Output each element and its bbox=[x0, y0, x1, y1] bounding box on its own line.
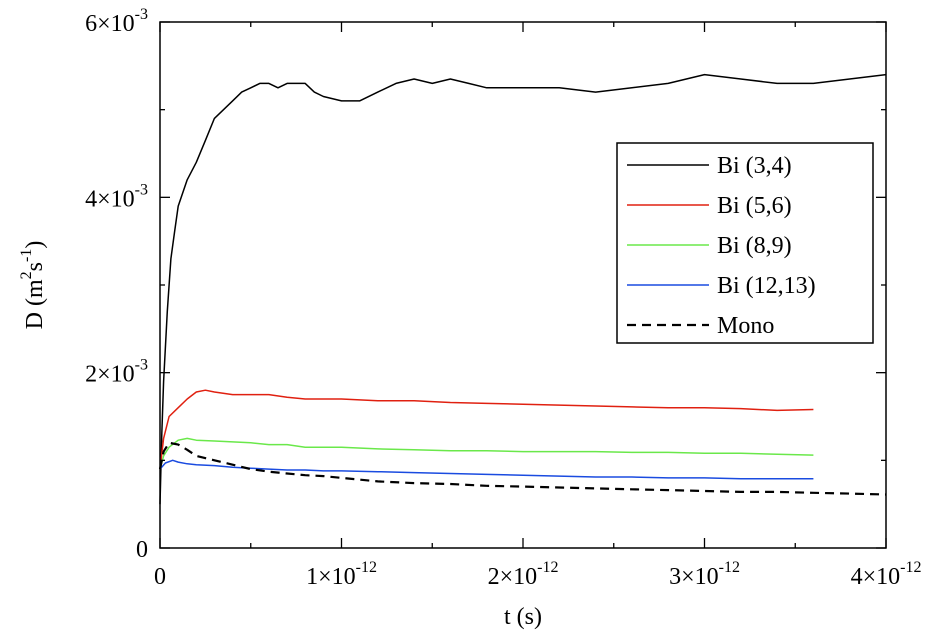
series-line-bi-3-4 bbox=[159, 73, 887, 505]
legend-label: Bi (12,13) bbox=[717, 273, 816, 299]
legend-items: Bi (3,4) Bi (5,6) Bi (8,9) Bi (12,13) Mono bbox=[627, 153, 816, 339]
series-line-bi-8-9 bbox=[159, 437, 814, 470]
y-tick-labels: 0 2×10-3 4×10-3 6×10-3 bbox=[85, 6, 148, 563]
y-axis-label-end: ) bbox=[22, 241, 48, 249]
x-tick-label: 0 bbox=[154, 564, 166, 590]
x-tick-labels: 0 1×10-12 2×10-12 3×10-12 4×10-12 bbox=[154, 559, 921, 590]
y-tick-label: 2×10-3 bbox=[85, 357, 148, 388]
y-axis-label-sup2: -1 bbox=[18, 249, 35, 262]
x-axis-label: t (s) bbox=[504, 604, 542, 630]
y-axis-label-main: D (m bbox=[22, 279, 48, 329]
y-tick-label: 4×10-3 bbox=[85, 181, 148, 212]
y-tick-label: 6×10-3 bbox=[85, 6, 148, 37]
y-axis-label-mid: s bbox=[22, 262, 48, 271]
y-axis-label: D (m2s-1) bbox=[18, 241, 48, 330]
plot-lines bbox=[158, 73, 887, 505]
legend-label: Bi (5,6) bbox=[717, 193, 792, 219]
series-line-mono bbox=[158, 441, 887, 496]
x-tick-label: 1×10-12 bbox=[306, 559, 377, 590]
x-tick-label: 4×10-12 bbox=[851, 559, 922, 590]
legend: Bi (3,4) Bi (5,6) Bi (8,9) Bi (12,13) Mono bbox=[616, 142, 874, 344]
y-tick-label: 0 bbox=[136, 537, 148, 563]
y-axis-label-sup1: 2 bbox=[18, 271, 35, 279]
legend-box bbox=[616, 142, 874, 344]
legend-label: Mono bbox=[717, 313, 774, 339]
x-tick-label: 2×10-12 bbox=[488, 559, 559, 590]
legend-label: Bi (3,4) bbox=[717, 153, 792, 179]
legend-label: Bi (8,9) bbox=[717, 233, 792, 259]
plot-frame bbox=[159, 21, 887, 549]
series-line-bi-12-13 bbox=[159, 459, 814, 480]
series-line-bi-5-6 bbox=[159, 389, 814, 470]
x-tick-label: 3×10-12 bbox=[669, 559, 740, 590]
